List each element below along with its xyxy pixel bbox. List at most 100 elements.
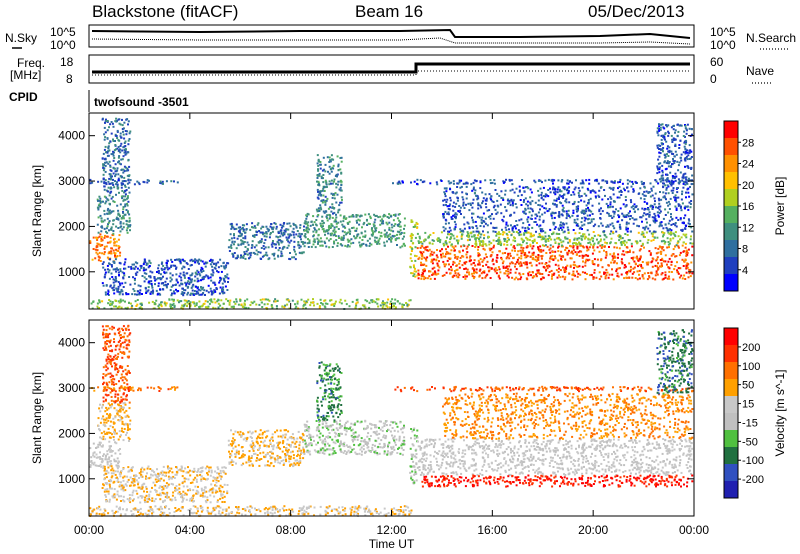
data-cell [234, 257, 237, 260]
data-cell [517, 250, 520, 253]
data-cell [566, 179, 569, 182]
data-cell [453, 237, 456, 240]
data-cell [318, 190, 321, 193]
data-cell [525, 261, 528, 264]
data-cell [109, 175, 112, 177]
data-cell [435, 254, 438, 257]
data-cell [293, 248, 296, 251]
data-cell [115, 460, 118, 463]
data-cell [399, 246, 402, 249]
data-cell [613, 200, 616, 203]
data-cell [314, 228, 316, 231]
data-cell [603, 238, 606, 241]
data-cell [214, 283, 217, 286]
data-cell [502, 199, 505, 201]
data-cell [485, 256, 488, 258]
data-cell [491, 200, 494, 203]
data-cell [150, 290, 153, 293]
data-cell [112, 138, 114, 141]
data-cell [200, 269, 203, 272]
data-cell [561, 179, 564, 181]
data-cell [223, 277, 225, 280]
data-cell [324, 203, 327, 206]
data-cell [451, 233, 453, 236]
data-cell [643, 190, 646, 193]
data-cell [244, 246, 247, 248]
data-cell [441, 252, 444, 255]
data-cell [439, 238, 442, 241]
data-cell [672, 128, 675, 131]
data-cell [189, 274, 192, 277]
data-cell [403, 227, 405, 230]
data-cell [264, 298, 267, 301]
data-cell [681, 277, 684, 280]
data-cell [118, 282, 121, 285]
data-cell [539, 187, 542, 190]
data-cell [565, 210, 568, 213]
data-cell [159, 288, 161, 291]
data-cell [677, 164, 680, 167]
data-cell [686, 182, 689, 185]
data-cell [573, 188, 576, 191]
data-cell [478, 269, 481, 272]
data-cell [109, 236, 112, 239]
data-cell [656, 127, 659, 130]
data-cell [123, 213, 126, 216]
data-cell [513, 225, 516, 228]
data-cell [409, 257, 412, 260]
data-cell [283, 229, 286, 232]
data-cell [654, 192, 657, 195]
data-cell [575, 242, 577, 245]
data-cell [477, 204, 480, 207]
data-cell [113, 244, 116, 247]
data-cell [659, 221, 662, 224]
data-cell [328, 165, 331, 168]
data-cell [601, 224, 604, 227]
data-cell [124, 184, 126, 187]
data-cell [662, 249, 665, 252]
data-cell [445, 190, 448, 193]
data-cell [554, 188, 556, 191]
data-cell [109, 300, 112, 303]
data-cell [156, 271, 158, 273]
data-cell [403, 235, 405, 238]
data-cell [563, 278, 566, 281]
data-cell [657, 215, 660, 218]
data-cell [558, 213, 561, 216]
data-cell [325, 186, 328, 188]
data-cell [380, 222, 383, 225]
data-cell [572, 249, 575, 252]
data-cell [658, 148, 660, 150]
data-cell [517, 232, 520, 235]
data-cell [332, 167, 335, 170]
data-cell [335, 225, 338, 228]
data-cell [577, 272, 580, 275]
data-cell [223, 291, 226, 294]
data-cell [444, 240, 447, 243]
data-cell [684, 142, 687, 145]
data-cell [505, 223, 508, 226]
data-cell [633, 203, 636, 206]
data-cell [608, 186, 611, 189]
data-cell [300, 233, 303, 236]
cpid-strip: CPID twofsound -3501 [9, 90, 189, 112]
y-tick-label: 4000 [58, 129, 85, 143]
data-cell [496, 232, 499, 235]
data-cell [682, 173, 685, 176]
data-cell [348, 228, 351, 231]
data-cell [404, 244, 406, 247]
data-cell [562, 231, 565, 234]
data-cell [459, 206, 462, 209]
data-cell [656, 236, 659, 239]
data-cell [259, 251, 262, 254]
data-cell [626, 271, 629, 273]
data-cell [458, 260, 461, 263]
data-cell [412, 264, 415, 267]
data-cell [685, 176, 688, 179]
data-cell [307, 246, 310, 248]
data-cell [376, 302, 379, 305]
data-cell [621, 219, 624, 222]
data-cell [392, 219, 395, 222]
data-cell [113, 237, 116, 240]
